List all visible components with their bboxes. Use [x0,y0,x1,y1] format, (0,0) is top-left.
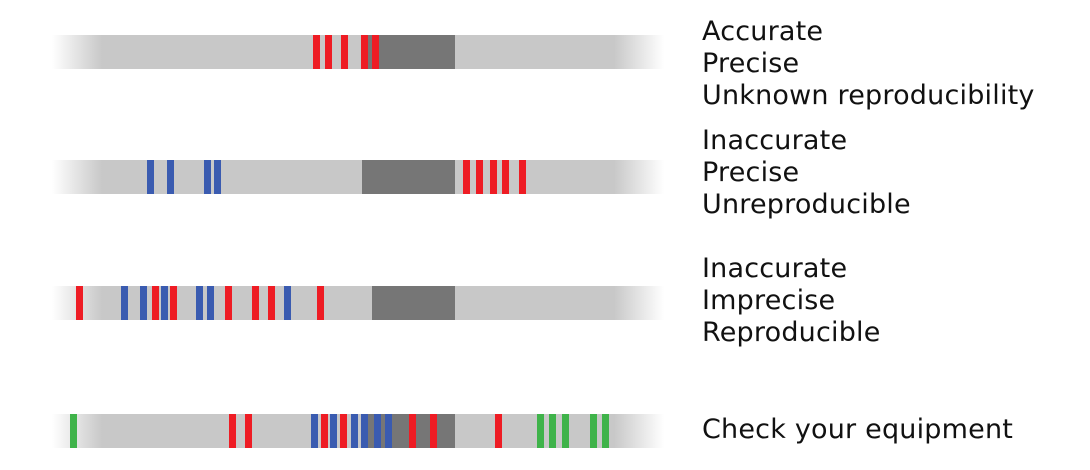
label-advice: Check your equipment [702,414,1014,445]
red-measurement-mark [313,35,320,69]
label-reproducibility: Unreproducible [702,189,911,220]
blue-measurement-mark [374,414,381,448]
row-labels: Inaccurate Precise Unreproducible [702,125,911,221]
green-measurement-mark [549,414,556,448]
blue-measurement-mark [140,286,147,320]
target-zone [372,286,455,320]
red-measurement-mark [229,414,236,448]
row-labels: Accurate Precise Unknown reproducibility [702,16,1035,112]
red-measurement-mark [519,160,526,194]
green-measurement-mark [602,414,609,448]
red-measurement-mark [430,414,437,448]
blue-measurement-mark [196,286,203,320]
red-measurement-mark [463,160,470,194]
red-measurement-mark [372,35,379,69]
blue-measurement-mark [214,160,221,194]
green-measurement-mark [562,414,569,448]
target-zone [362,160,455,194]
label-reproducibility: Reproducible [702,317,881,348]
measurement-strip [52,414,664,448]
label-accuracy: Accurate [702,16,824,47]
label-reproducibility: Unknown reproducibility [702,80,1035,111]
blue-measurement-mark [207,286,214,320]
red-measurement-mark [76,286,83,320]
red-measurement-mark [361,35,368,69]
red-measurement-mark [341,35,348,69]
row-labels: Inaccurate Imprecise Reproducible [702,253,881,349]
label-precision: Precise [702,48,800,79]
blue-measurement-mark [351,414,358,448]
green-measurement-mark [70,414,77,448]
red-measurement-mark [252,286,259,320]
red-measurement-mark [502,160,509,194]
red-measurement-mark [170,286,177,320]
green-measurement-mark [590,414,597,448]
label-precision: Precise [702,157,800,188]
blue-measurement-mark [121,286,128,320]
label-accuracy: Inaccurate [702,253,848,284]
blue-measurement-mark [161,286,168,320]
green-measurement-mark [537,414,544,448]
red-measurement-mark [268,286,275,320]
measurement-strip [52,160,664,194]
measurement-strip [52,35,664,69]
red-measurement-mark [152,286,159,320]
blue-measurement-mark [204,160,211,194]
red-measurement-mark [490,160,497,194]
red-measurement-mark [409,414,416,448]
label-precision: Imprecise [702,285,836,316]
blue-measurement-mark [147,160,154,194]
blue-measurement-mark [284,286,291,320]
red-measurement-mark [321,414,328,448]
blue-measurement-mark [167,160,174,194]
red-measurement-mark [245,414,252,448]
red-measurement-mark [317,286,324,320]
blue-measurement-mark [311,414,318,448]
red-measurement-mark [225,286,232,320]
blue-measurement-mark [385,414,392,448]
blue-measurement-mark [330,414,337,448]
label-accuracy: Inaccurate [702,125,848,156]
measurement-strip [52,286,664,320]
blue-measurement-mark [361,414,368,448]
red-measurement-mark [476,160,483,194]
red-measurement-mark [340,414,347,448]
row-labels: Check your equipment [702,414,1013,446]
red-measurement-mark [495,414,502,448]
red-measurement-mark [325,35,332,69]
